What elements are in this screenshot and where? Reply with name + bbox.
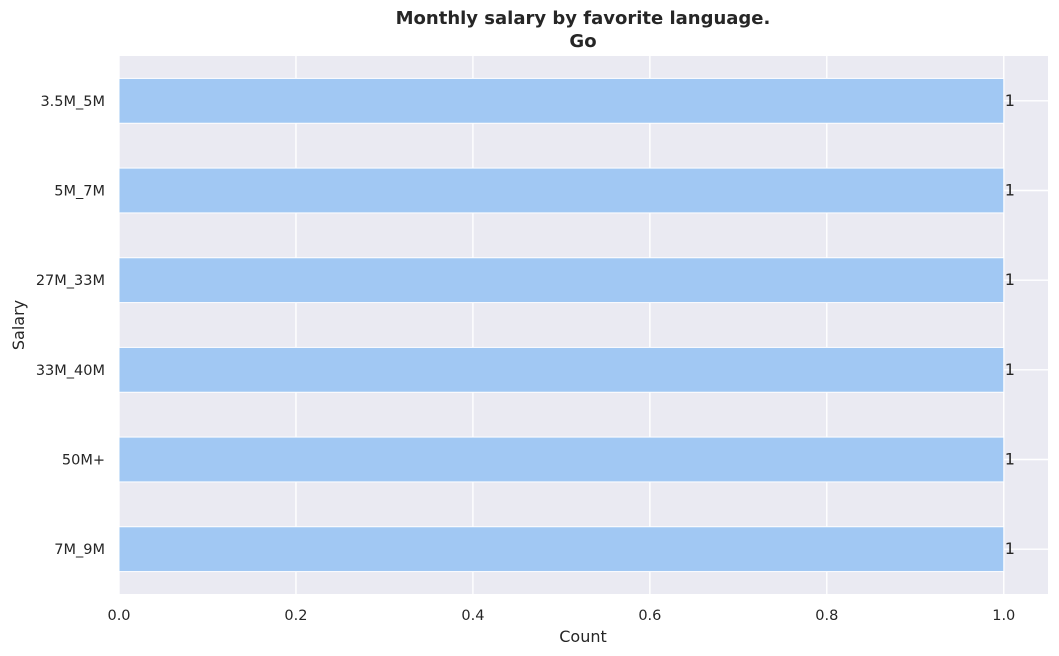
bar-value-label: 1 (1005, 360, 1015, 379)
bar-value-label: 1 (1005, 270, 1015, 289)
bar-value-label: 1 (1005, 181, 1015, 200)
x-tick-label: 0.0 (107, 608, 130, 624)
y-tick-label: 5M_7M (54, 184, 105, 200)
x-tick-label: 0.6 (638, 608, 661, 624)
bar (118, 526, 1005, 573)
y-tick-label: 33M_40M (36, 363, 105, 379)
bar (118, 257, 1005, 304)
x-tick-label: 0.2 (284, 608, 307, 624)
bar (118, 346, 1005, 393)
data-labels: 1 1 1 1 1 1 (1005, 91, 1015, 558)
chart-subtitle: Go (569, 31, 596, 52)
y-tick-label: 3.5M_5M (40, 94, 105, 110)
bars (118, 77, 1005, 573)
bar-value-label: 1 (1005, 450, 1015, 469)
bar-value-label: 1 (1005, 91, 1015, 110)
bar (118, 77, 1005, 124)
plot-background (119, 56, 1048, 594)
bar (118, 167, 1005, 214)
y-tick-label: 50M+ (62, 453, 105, 469)
x-tick-labels: 0.0 0.2 0.4 0.6 0.8 1.0 (107, 608, 1015, 624)
y-tick-label: 7M_9M (54, 542, 105, 558)
y-tick-label: 27M_33M (36, 273, 105, 289)
bar-value-label: 1 (1005, 539, 1015, 558)
x-axis-label: Count (559, 627, 607, 646)
x-tick-label: 0.4 (461, 608, 484, 624)
bar (118, 436, 1005, 483)
y-axis-label: Salary (9, 300, 28, 350)
y-tick-labels: 3.5M_5M 5M_7M 27M_33M 33M_40M 50M+ 7M_9M (36, 94, 105, 558)
chart-title: Monthly salary by favorite language. (396, 8, 771, 29)
x-tick-label: 0.8 (815, 608, 838, 624)
x-tick-label: 1.0 (992, 608, 1015, 624)
